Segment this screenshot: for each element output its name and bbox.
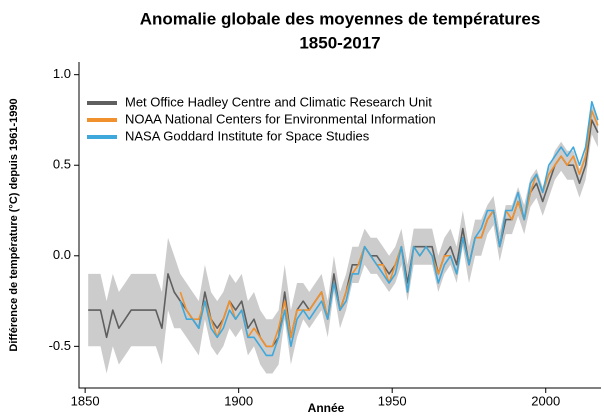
- legend-label: Met Office Hadley Centre and Climatic Re…: [125, 94, 432, 109]
- x-tick-label: 2000: [531, 393, 560, 408]
- y-tick-label: 0.0: [53, 247, 71, 262]
- legend-label: NOAA National Centers for Environmental …: [125, 111, 436, 126]
- series-line: [179, 101, 599, 357]
- x-tick-label: 1850: [71, 393, 100, 408]
- x-tick-label: 1900: [224, 393, 253, 408]
- chart-title: Anomalie globale des moyennes de tempéra…: [140, 9, 541, 28]
- y-tick-label: -0.5: [49, 338, 71, 353]
- legend-label: NASA Goddard Institute for Space Studies: [125, 128, 370, 143]
- uncertainty-band: [88, 105, 598, 374]
- y-axis-label: Différence de température (°C) depuis 19…: [8, 98, 20, 351]
- x-tick-label: 1950: [378, 393, 407, 408]
- axis-frame: [78, 62, 601, 389]
- x-axis-label: Année: [308, 401, 345, 415]
- chart-subtitle: 1850-2017: [299, 33, 380, 52]
- y-tick-label: 1.0: [53, 66, 71, 81]
- y-tick-label: 0.5: [53, 157, 71, 172]
